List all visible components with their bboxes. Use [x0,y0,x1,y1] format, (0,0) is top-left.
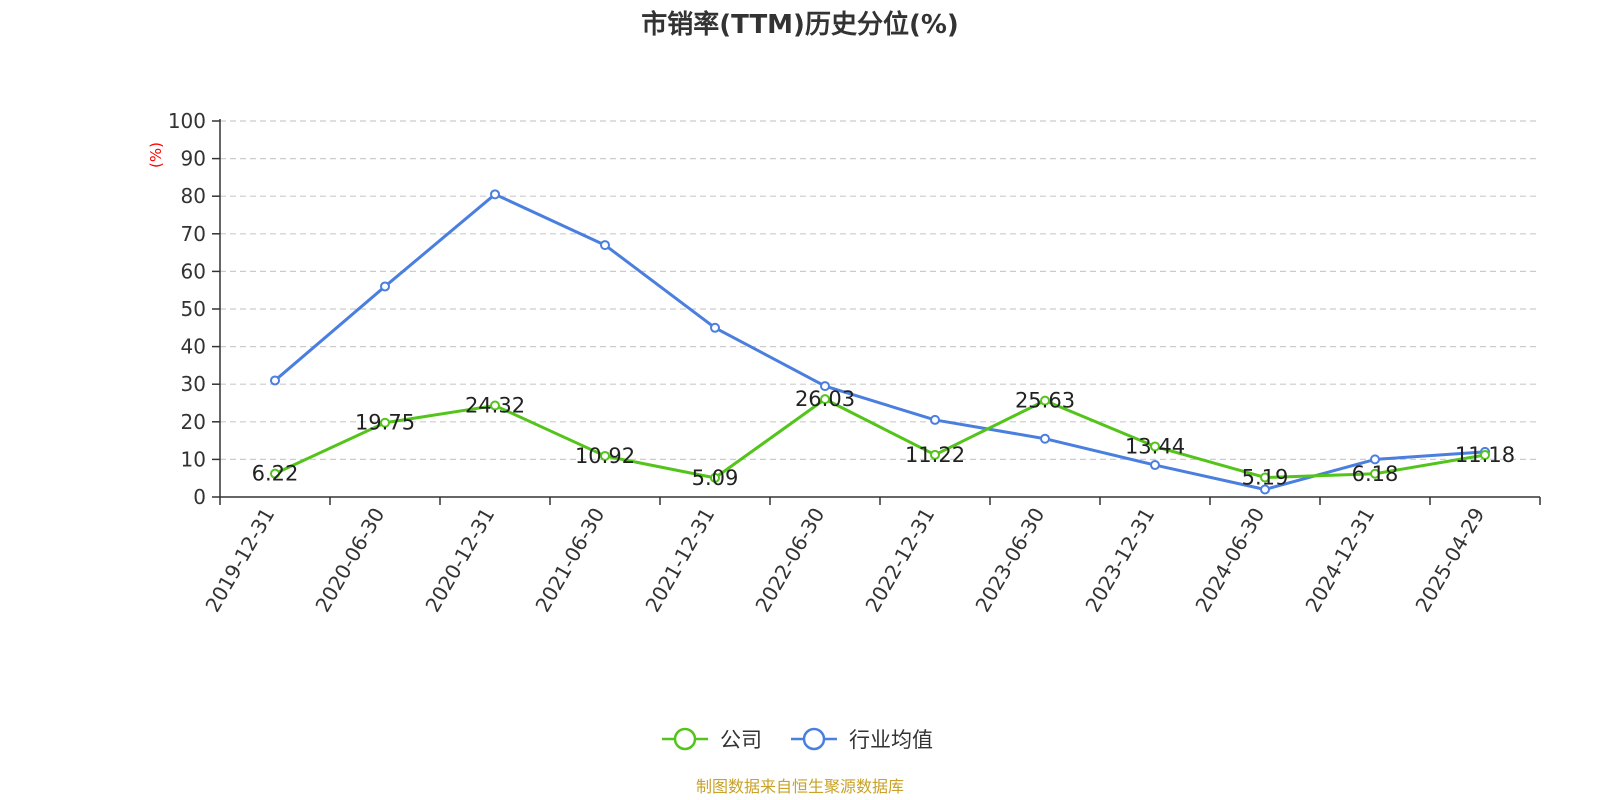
y-axis-ticks: 0 10 20 30 40 50 60 70 80 90 100 [168,109,220,509]
data-point[interactable] [1370,468,1380,479]
x-tick-label: 2023-06-30 [970,504,1049,617]
data-point[interactable] [1040,395,1050,406]
data-point[interactable] [710,472,720,483]
data-label: 26.03 [795,387,855,411]
legend[interactable]: 公司 行业均值 [662,727,933,752]
data-point[interactable] [710,322,720,333]
y-tick-label: 40 [181,335,206,359]
data-point[interactable] [1370,454,1380,465]
data-label: 10.92 [575,444,635,468]
data-point[interactable] [270,468,280,479]
data-label: 13.44 [1125,434,1185,458]
data-point[interactable] [930,449,940,460]
y-axis-label: (%) [147,142,165,168]
y-tick-label: 70 [181,222,206,246]
data-point[interactable] [1260,472,1270,483]
data-point[interactable] [380,417,390,428]
chart-title: 市销率(TTM)历史分位(%) [641,9,959,40]
y-tick-label: 10 [181,447,206,471]
data-point[interactable] [600,450,610,461]
x-tick-label: 2020-12-31 [420,504,499,617]
x-tick-label: 2025-04-29 [1410,504,1489,617]
y-tick-label: 100 [168,109,206,133]
x-tick-label: 2021-06-30 [530,504,609,617]
data-label: 6.18 [1352,462,1399,486]
data-labels: 6.22 19.75 24.32 10.92 5.09 26.03 11.22 25.63 13… [252,387,1515,490]
y-tick-label: 30 [181,372,206,396]
source-note: 制图数据来自恒生聚源数据库 [696,777,904,796]
series-line-1 [274,192,1486,491]
data-point[interactable] [820,381,830,392]
data-label: 5.19 [1242,465,1289,489]
data-point[interactable] [600,240,610,251]
y-tick-label: 80 [181,184,206,208]
legend-label: 行业均值 [849,728,933,752]
series-line-0 [274,397,1486,480]
legend-circle-icon [802,727,826,751]
data-label: 6.22 [252,462,299,486]
x-tick-label: 2023-12-31 [1080,504,1159,617]
data-point[interactable] [930,414,940,425]
y-tick-label: 50 [181,297,206,321]
data-label: 11.18 [1455,443,1515,467]
series-layer [270,189,1490,495]
data-label: 19.75 [355,411,415,435]
x-tick-label: 2024-06-30 [1190,504,1269,617]
data-point[interactable] [1150,441,1160,452]
x-tick-label: 2020-06-30 [310,504,389,617]
y-tick-label: 60 [181,259,206,283]
data-label: 25.63 [1015,389,1075,413]
y-tick-label: 0 [193,485,206,509]
x-tick-label: 2021-12-31 [640,504,719,617]
data-label: 11.22 [905,443,965,467]
x-tick-label: 2022-06-30 [750,504,829,617]
data-point[interactable] [490,400,500,411]
data-point[interactable] [270,375,280,386]
data-point[interactable] [1040,433,1050,444]
data-point[interactable] [820,394,830,405]
y-tick-label: 90 [181,147,206,171]
data-label: 5.09 [692,466,739,490]
data-point[interactable] [1260,484,1270,495]
x-tick-label: 2022-12-31 [860,504,939,617]
data-point[interactable] [490,189,500,200]
x-axis-ticks: 2019-12-31 2020-06-30 2020-12-31 2021-06-30… [200,497,1541,617]
data-point[interactable] [380,281,390,292]
legend-item-industry-avg[interactable]: 行业均值 [791,727,933,752]
data-point[interactable] [1150,460,1160,471]
x-tick-label: 2024-12-31 [1300,504,1379,617]
legend-item-company[interactable]: 公司 [662,727,762,752]
legend-label: 公司 [720,728,762,752]
legend-circle-icon [673,727,697,751]
data-point[interactable] [1480,449,1490,460]
gridlines [220,120,1540,460]
y-tick-label: 20 [181,410,206,434]
x-tick-label: 2019-12-31 [200,504,279,617]
data-label: 24.32 [465,394,525,418]
